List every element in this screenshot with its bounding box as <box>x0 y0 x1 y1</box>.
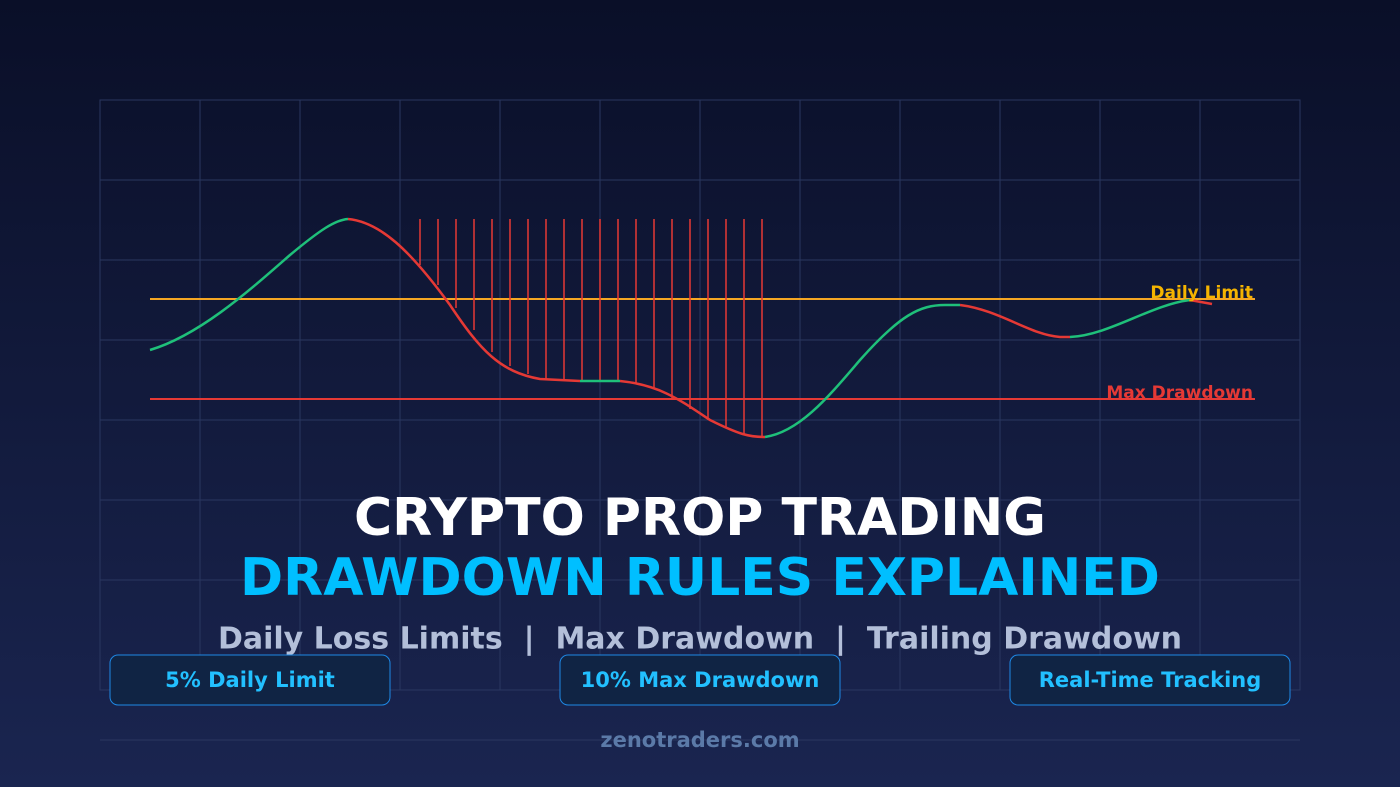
badge: 5% Daily Limit <box>165 668 335 692</box>
equity-curve <box>149 217 1213 439</box>
badge-box <box>109 654 391 706</box>
subtitle: DRAWDOWN RULES EXPLAINED <box>240 548 1160 608</box>
tagline: Daily Loss Limits | Max Drawdown | Trail… <box>218 622 1182 657</box>
grid <box>99 99 1301 741</box>
badge-box <box>559 654 841 706</box>
badge-box <box>1009 654 1291 706</box>
drawdown-hatch <box>419 219 763 437</box>
badge: Real-Time Tracking <box>1039 668 1262 692</box>
badge: 10% Max Drawdown <box>581 668 820 692</box>
daily-limit-label: Daily Limit <box>1150 283 1253 303</box>
footer-site: zenotraders.com <box>600 728 799 752</box>
max-drawdown-label: Max Drawdown <box>1106 383 1253 403</box>
title: CRYPTO PROP TRADING <box>354 488 1046 548</box>
